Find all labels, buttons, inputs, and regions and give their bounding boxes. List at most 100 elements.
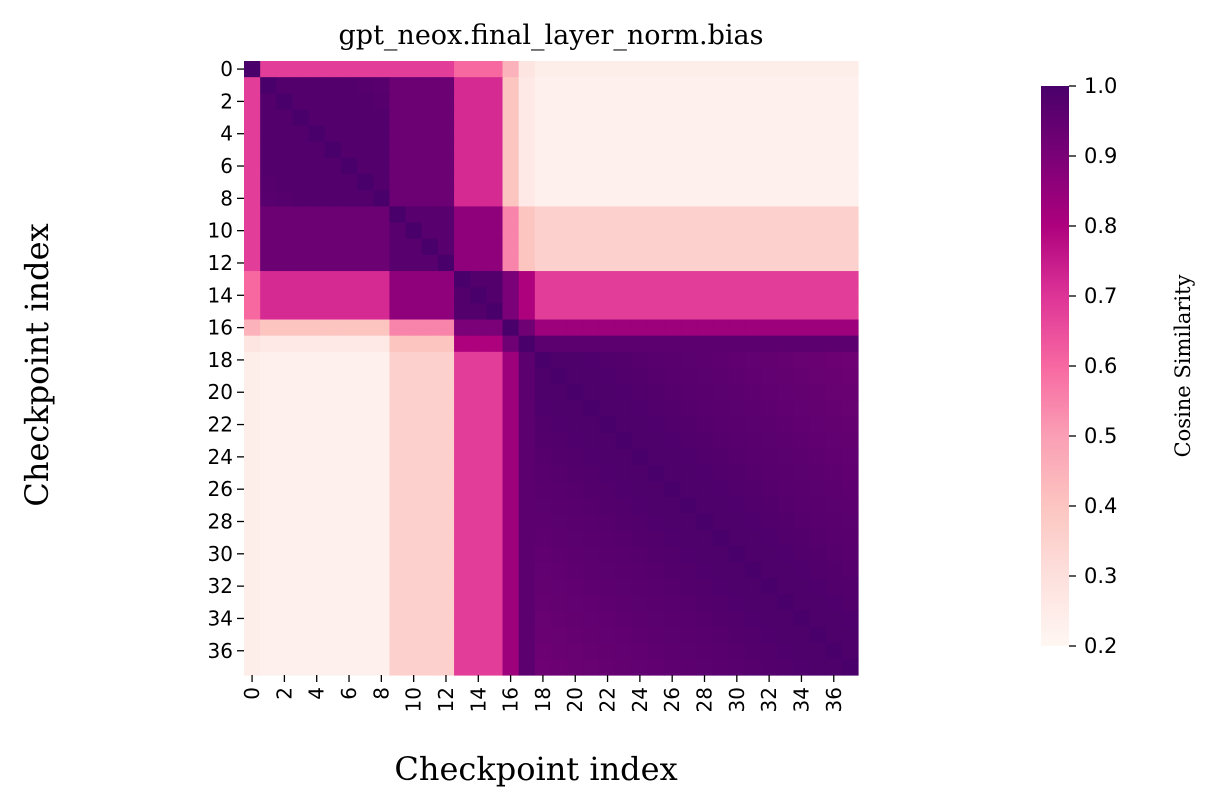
heatmap-cell [260,351,277,369]
x-tick-label: 10 [402,687,426,712]
heatmap-cell [631,513,649,531]
heatmap-cell [276,464,294,482]
heatmap-cell [340,238,358,256]
heatmap-cell [647,578,665,595]
heatmap-cell [728,222,746,240]
heatmap-cell [551,610,568,628]
heatmap-cell [470,303,487,321]
heatmap-cell [567,642,584,660]
heatmap-cell [664,561,681,579]
heatmap-cell [647,464,665,482]
heatmap-cell [308,610,326,628]
heatmap-cell [551,594,568,611]
heatmap-cell [244,529,261,547]
heatmap-cell [841,238,859,256]
heatmap-cell [631,529,649,547]
heatmap-cell [437,384,455,401]
heatmap-cell [244,448,261,466]
heatmap-cell [631,254,649,272]
heatmap-cell [647,545,665,563]
heatmap-cell [809,432,827,450]
heatmap-cell [244,335,261,353]
heatmap-cell [502,319,520,337]
heatmap-cell [244,271,261,288]
heatmap-cell [518,77,536,94]
heatmap-cell [244,206,261,224]
heatmap-cell [486,545,504,563]
heatmap-cell [712,578,730,595]
heatmap-cell [518,141,536,159]
heatmap-cell [454,642,471,660]
heatmap-cell [551,384,568,401]
heatmap-cell [631,481,649,498]
heatmap-cell [567,464,584,482]
heatmap-cell [518,319,536,337]
heatmap-cell [712,626,730,644]
heatmap-cell [244,497,261,515]
heatmap-cell [373,561,391,579]
heatmap-cell [793,319,811,337]
heatmap-cell [502,141,520,159]
heatmap-cell [534,157,552,175]
heatmap-cell [664,400,681,418]
heatmap-cell [292,222,310,240]
heatmap-cell [680,594,698,611]
heatmap-cell [405,174,423,191]
heatmap-cell [696,254,714,272]
heatmap-cell [631,594,649,611]
heatmap-cell [777,384,794,401]
heatmap-cell [744,432,762,450]
heatmap-cell [664,351,681,369]
heatmap-cell [437,513,455,531]
heatmap-cell [260,254,277,272]
heatmap-cell [777,287,794,304]
heatmap-cell [324,222,342,240]
heatmap-cell [308,174,326,191]
heatmap-cell [518,448,536,466]
heatmap-cell [744,141,762,159]
heatmap-cell [357,174,374,191]
heatmap-cell [276,642,294,660]
heatmap-cell [647,222,665,240]
heatmap-cell [664,384,681,401]
heatmap-cell [825,481,843,498]
heatmap-cell [308,141,326,159]
heatmap-cell [615,432,633,450]
heatmap-cell [292,174,310,191]
heatmap-cell [664,481,681,498]
heatmap-cell [389,416,407,434]
heatmap-cell [615,529,633,547]
heatmap-cell [583,529,601,547]
heatmap-cell [340,448,358,466]
heatmap-cell [244,368,261,385]
heatmap-cell [389,271,407,288]
heatmap-cell [583,109,601,127]
heatmap-cell [421,545,439,563]
heatmap-cell [340,61,358,78]
heatmap-cell [357,190,374,208]
heatmap-cell [324,206,342,224]
heatmap-cell [809,141,827,159]
heatmap-cell [696,578,714,595]
heatmap-cell [502,594,520,611]
heatmap-cell [809,448,827,466]
heatmap-cell [567,481,584,498]
heatmap-cell [615,206,633,224]
heatmap-cell [664,206,681,224]
heatmap-cell [599,319,617,337]
heatmap-cell [664,109,681,127]
heatmap-cell [357,319,374,337]
heatmap-cell [793,351,811,369]
heatmap-cell [389,319,407,337]
heatmap-cell [486,448,504,466]
heatmap-cell [583,432,601,450]
heatmap-cell [793,61,811,78]
heatmap-cell [405,626,423,644]
heatmap-cell [405,190,423,208]
heatmap-cell [502,545,520,563]
heatmap-cell [292,206,310,224]
heatmap-cell [680,497,698,515]
heatmap-cell [373,222,391,240]
heatmap-cell [260,561,277,579]
